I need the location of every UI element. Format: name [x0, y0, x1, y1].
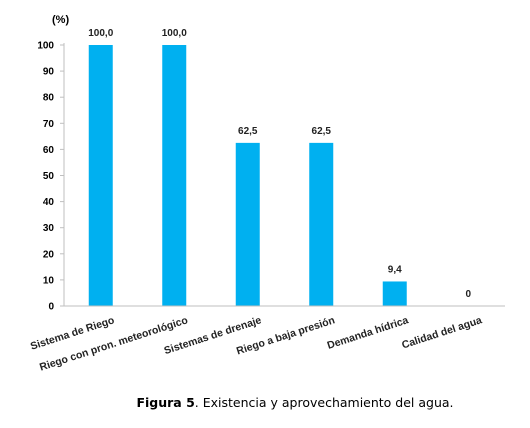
y-axis: 0 10 20 30 40 50 60 70 80 90 100 — [37, 41, 65, 313]
x-tick-label: Demanda hídrica — [326, 314, 410, 352]
y-tick-label: 50 — [43, 171, 55, 182]
figure-caption-prefix: Figura 5 — [136, 395, 195, 410]
y-axis-unit-label: (%) — [52, 14, 69, 26]
y-tick-label: 30 — [43, 223, 55, 234]
bar-chart: (%) 0 10 20 30 40 50 60 70 80 90 100 100,0 100,0 62,… — [29, 14, 505, 374]
x-tick-label: Calidad del agua — [400, 314, 483, 351]
y-tick-label: 80 — [43, 93, 55, 104]
bar — [309, 142, 334, 306]
y-tick-label: 100 — [37, 41, 54, 52]
y-tick-label: 40 — [43, 197, 55, 208]
data-label: 62,5 — [238, 126, 258, 137]
data-label: 100,0 — [162, 28, 187, 39]
bar — [382, 281, 407, 306]
bar — [162, 45, 187, 306]
y-tick-label: 60 — [43, 145, 55, 156]
y-tick-label: 70 — [43, 119, 55, 130]
y-tick-label: 90 — [43, 67, 55, 78]
bars: 100,0 100,0 62,5 62,5 9,4 0 — [88, 28, 471, 306]
y-tick-label: 20 — [43, 249, 55, 260]
y-tick-label: 0 — [48, 302, 54, 313]
data-label: 62,5 — [312, 126, 332, 137]
figure-caption: Figura 5. Existencia y aprovechamiento d… — [0, 395, 530, 410]
bar — [88, 45, 113, 306]
bar — [235, 142, 260, 306]
data-label: 9,4 — [388, 264, 402, 275]
data-label: 0 — [465, 289, 471, 300]
y-tick-label: 10 — [43, 275, 55, 286]
data-label: 100,0 — [88, 28, 113, 39]
figure-caption-text: . Existencia y aprovechamiento del agua. — [194, 395, 454, 410]
